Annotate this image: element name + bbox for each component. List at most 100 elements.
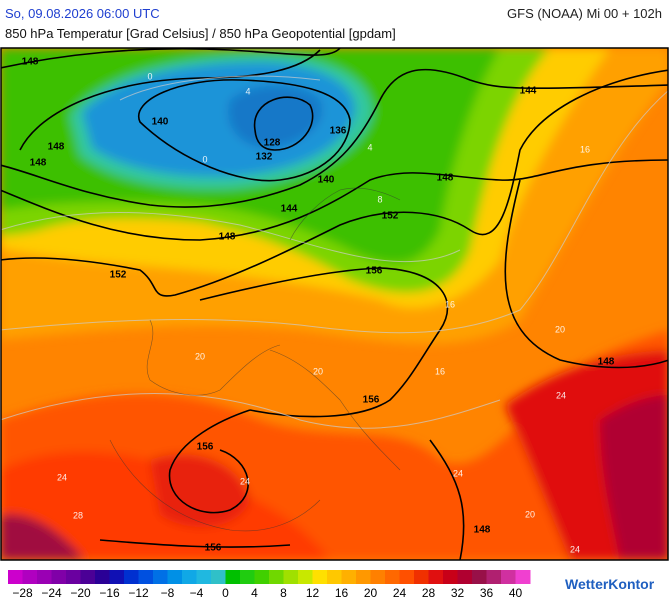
map-frame [0, 47, 669, 561]
colorbar-swatch [167, 570, 183, 584]
colorbar-swatch [269, 570, 284, 584]
brand: WetterKontor [565, 576, 655, 592]
temperature-label: 4 [245, 86, 250, 96]
colorbar-tick-label: 4 [251, 586, 258, 600]
temperature-label: 24 [556, 390, 566, 400]
colorbar-tick-label: 8 [280, 586, 287, 600]
colorbar-swatch [370, 570, 386, 584]
geopotential-label: 136 [330, 126, 347, 137]
map-labels: 1481401281321361401441481481481521521561… [22, 57, 615, 555]
geopotential-label: 140 [152, 117, 169, 128]
geopotential-label: 148 [474, 525, 491, 536]
colorbar-tick-label: −4 [190, 586, 204, 600]
colorbar-swatch [182, 570, 197, 584]
colorbar: −28 −24 −20 −16 −12 −8 −4 0 4 8 12 16 20 24 28 32 36 40 [8, 570, 531, 600]
colorbar-tick-label: 12 [306, 586, 320, 600]
colorbar-tick-label: −8 [161, 586, 175, 600]
colorbar-swatch [472, 570, 487, 584]
geopotential-label: 148 [219, 232, 236, 243]
map: 1481401281321361401441481481481521521561… [1, 48, 668, 560]
colorbar-swatch [327, 570, 342, 584]
temperature-label: 24 [570, 544, 580, 554]
colorbar-swatch [211, 570, 226, 584]
geopotential-label: 144 [281, 204, 298, 215]
geopotential-label: 156 [197, 442, 214, 453]
geopotential-label: 152 [382, 211, 399, 222]
colorbar-swatch [51, 570, 67, 584]
colorbar-swatch [254, 570, 270, 584]
temperature-label: 24 [57, 472, 67, 482]
colorbar-swatch [95, 570, 110, 584]
colorbar-tick-label: −28 [12, 586, 33, 600]
temperature-label: 20 [525, 509, 535, 519]
colorbar-swatch [298, 570, 313, 584]
temperature-label: 4 [367, 142, 372, 152]
colorbar-tick-label: 36 [480, 586, 494, 600]
geopotential-label: 128 [264, 138, 281, 149]
colorbar-tick-label: 16 [335, 586, 349, 600]
colorbar-swatch [124, 570, 139, 584]
isotherms [1, 75, 668, 429]
colorbar-tick-label: 20 [364, 586, 378, 600]
geopotential-label: 156 [205, 543, 222, 554]
colorbar-swatch [428, 570, 444, 584]
colorbar-swatch [196, 570, 212, 584]
coastlines [109, 187, 401, 532]
temperature-label: 20 [195, 351, 205, 361]
temperature-label: 24 [240, 476, 250, 486]
header-subtitle: 850 hPa Temperatur [Grad Celsius] / 850 … [5, 26, 396, 41]
colorbar-swatch [109, 570, 125, 584]
colorbar-swatch [341, 570, 357, 584]
field-minus8 [228, 85, 322, 148]
temperature-label: 0 [147, 71, 152, 81]
geopotential-label: 156 [366, 266, 383, 277]
colorbar-swatch [486, 570, 502, 584]
colorbar-swatch [225, 570, 241, 584]
geopotential-label: 148 [30, 158, 47, 169]
colorbar-swatch [138, 570, 154, 584]
colorbar-swatch [283, 570, 299, 584]
colorbar-swatch [443, 570, 458, 584]
temperature-label: 16 [445, 299, 455, 309]
colorbar-swatch [356, 570, 371, 584]
colorbar-swatch [240, 570, 255, 584]
colorbar-swatch [385, 570, 400, 584]
geopotential-label: 140 [318, 175, 335, 186]
geopotential-label: 156 [363, 395, 380, 406]
colorbar-tick-label: 0 [222, 586, 229, 600]
field-iberia [150, 454, 250, 527]
header-datetime: So, 09.08.2026 06:00 UTC [5, 6, 160, 21]
colorbar-tick-label: −16 [99, 586, 120, 600]
temperature-label: 24 [453, 468, 463, 478]
colorbar-swatch [22, 570, 38, 584]
colorbar-swatch [153, 570, 168, 584]
geopotential-label: 144 [520, 86, 537, 97]
temperature-label: 16 [580, 144, 590, 154]
colorbar-tick-label: −20 [70, 586, 91, 600]
colorbar-swatch [501, 570, 516, 584]
geopotential-label: 152 [110, 270, 127, 281]
colorbar-swatch [457, 570, 473, 584]
colorbar-tick-label: 40 [509, 586, 523, 600]
colorbar-swatch [37, 570, 52, 584]
header-model: GFS (NOAA) Mi 00 + 102h [507, 6, 662, 21]
colorbar-swatch [515, 570, 531, 584]
geopotential-label: 148 [22, 57, 39, 68]
colorbar-tick-label: −12 [128, 586, 149, 600]
temperature-label: 20 [313, 366, 323, 376]
field-32 [600, 395, 668, 560]
colorbar-tick-label: 32 [451, 586, 465, 600]
geopotential-label: 132 [256, 152, 273, 163]
temperature-label: 16 [435, 366, 445, 376]
geopotential-label: 148 [598, 357, 615, 368]
colorbar-swatch [66, 570, 81, 584]
colorbar-swatch [80, 570, 96, 584]
temperature-label: 20 [555, 324, 565, 334]
colorbar-swatch [8, 570, 23, 584]
temperature-label: 28 [73, 510, 83, 520]
temperature-label: 0 [202, 154, 207, 164]
colorbar-swatch [399, 570, 415, 584]
colorbar-swatch [312, 570, 328, 584]
geopotential-label: 148 [48, 142, 65, 153]
